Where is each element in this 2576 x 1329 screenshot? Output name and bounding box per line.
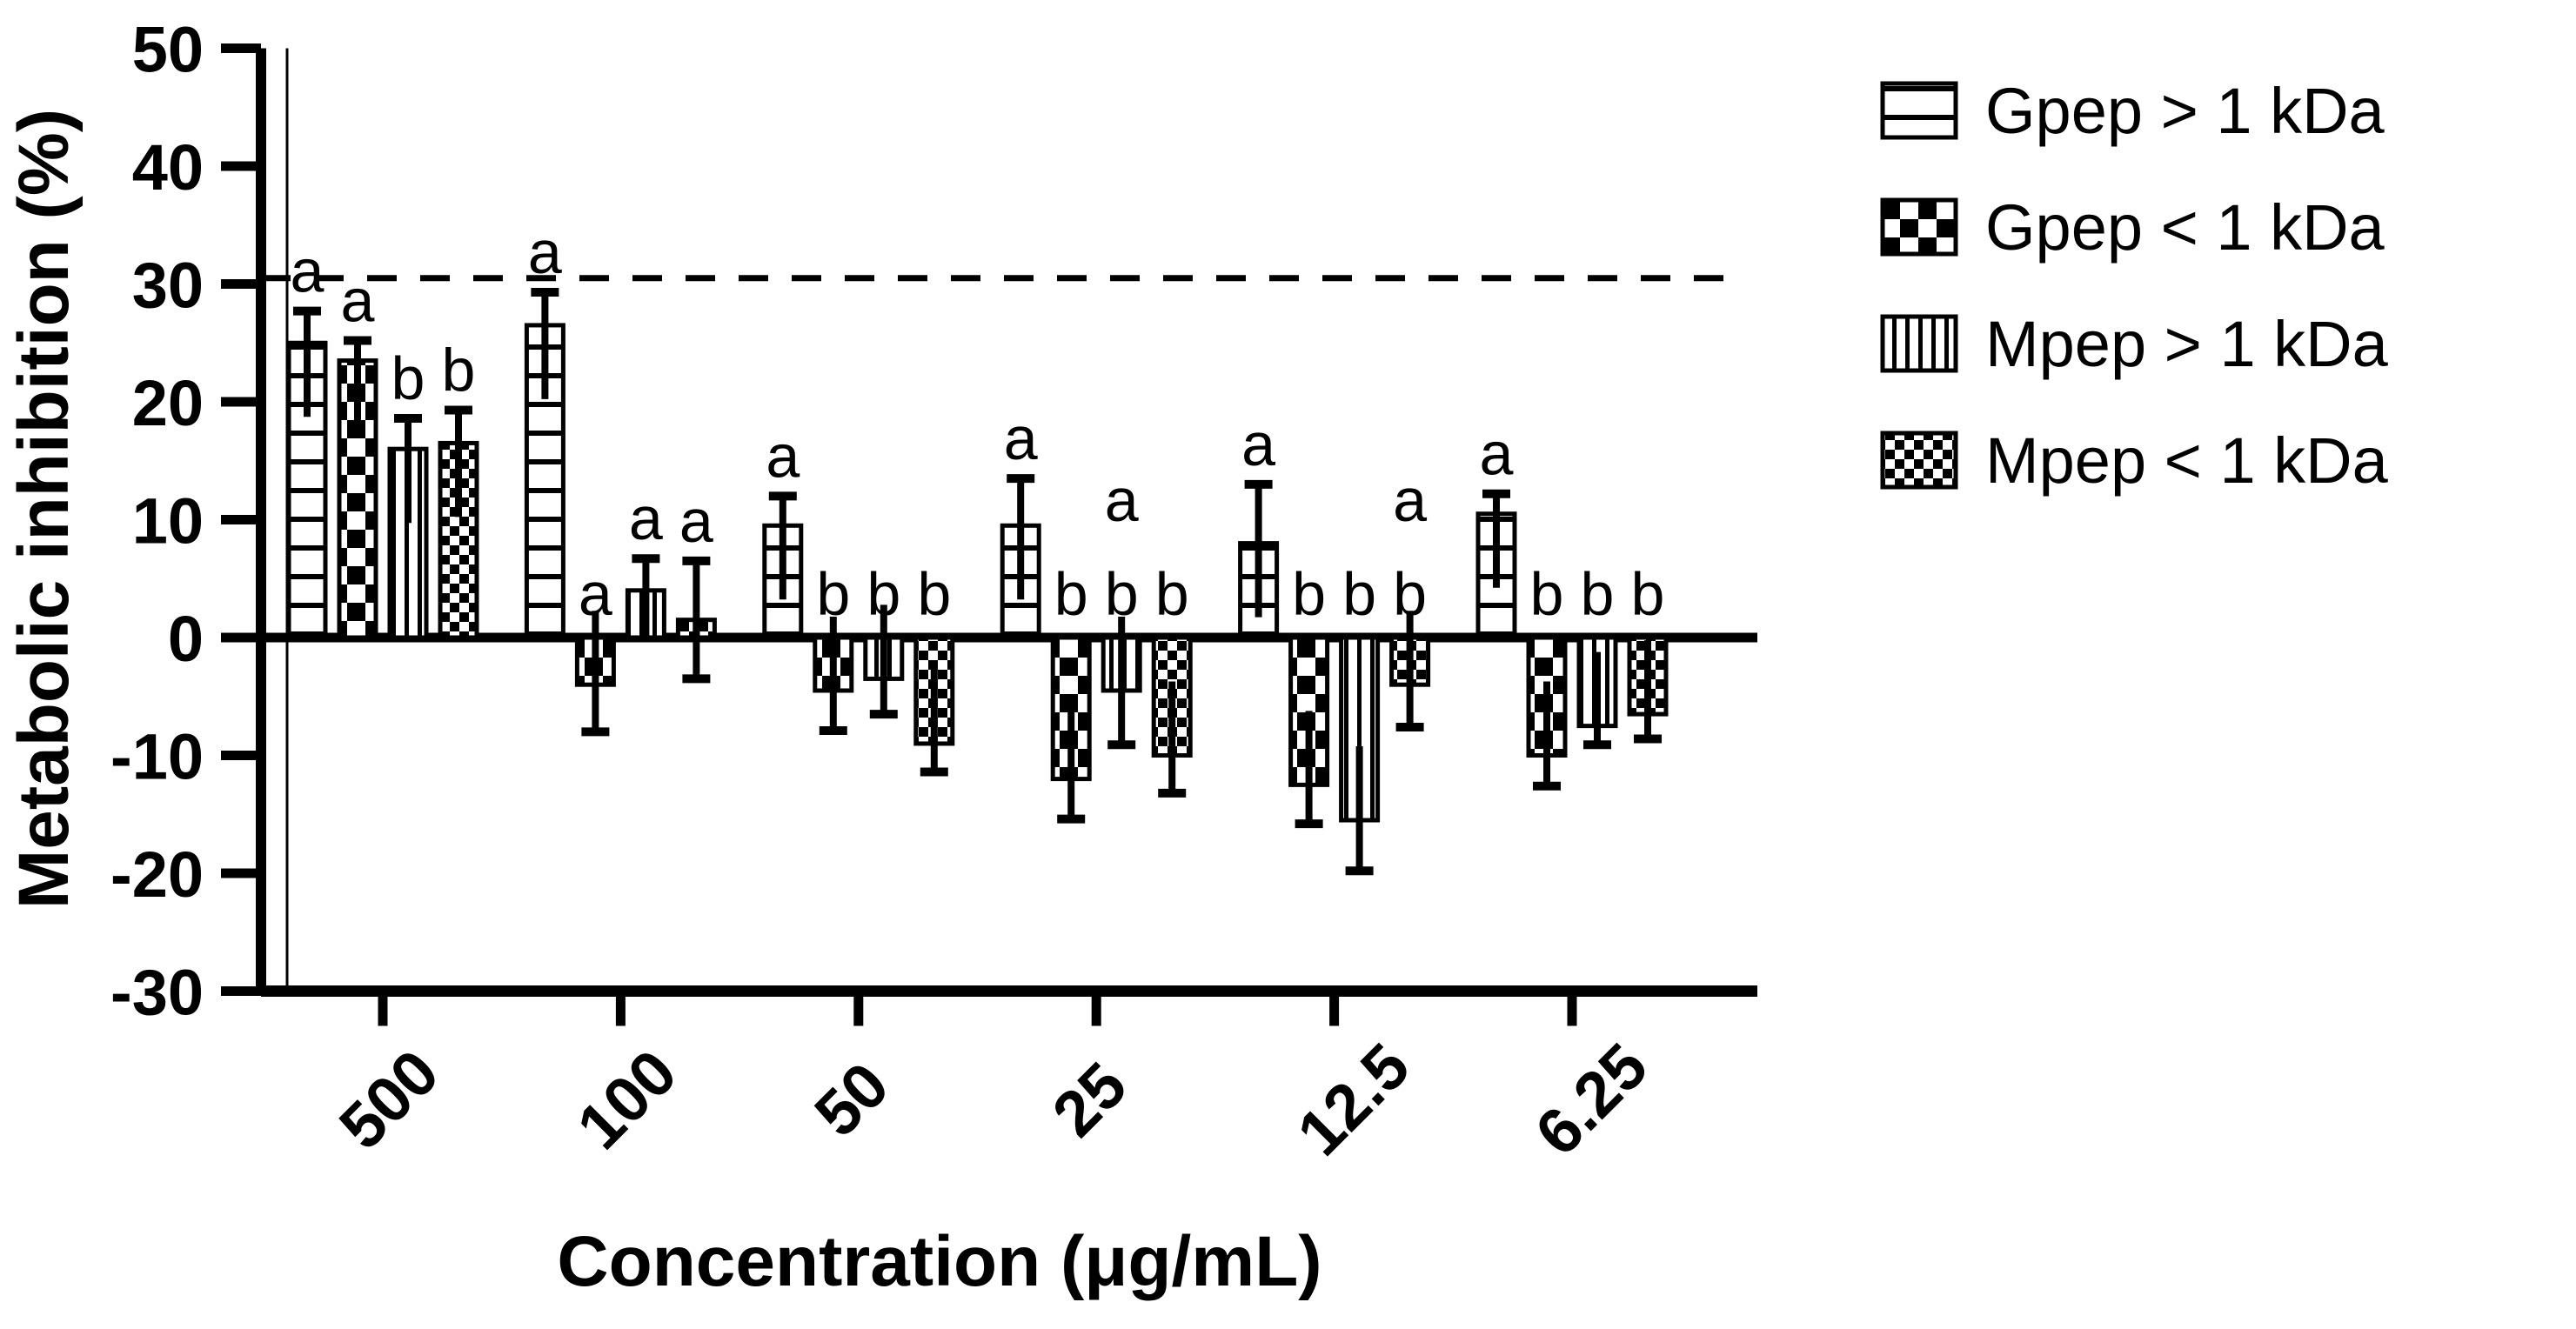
y-tick-label: -30 [110,957,204,1029]
legend-entry-2: Gpep < 1 kDa [1880,191,2385,264]
legend-swatch-checkerboard-fine-icon [1880,431,1958,490]
y-axis-title: Metabolic inhibition (%) [4,109,84,909]
significance-letter: a [1241,411,1275,478]
legend-swatch-checkerboard-large-icon [1880,197,1958,257]
significance-letter: b [442,336,476,404]
significance-letter: a [579,560,612,628]
y-tick-label: -10 [110,721,204,793]
significance-letter: b [866,560,900,628]
significance-letter: b [1393,560,1427,628]
y-tick-label: 20 [132,367,204,439]
significance-letter: b [391,344,425,412]
legend-entry-3: Mpep > 1 kDa [1880,308,2389,380]
significance-letter: a [679,487,713,555]
significance-letter: a [1393,466,1427,534]
legend-swatch-horizontal-stripes-icon [1880,81,1958,140]
y-tick-label: -20 [110,838,204,911]
significance-letter: b [1581,560,1615,628]
y-tick-label: 50 [132,14,204,86]
significance-letter: a [1480,420,1514,488]
significance-letter: b [1054,560,1088,628]
significance-letter: b [1631,560,1665,628]
significance-letter: b [1530,560,1564,628]
significance-letter: b [1292,560,1326,628]
legend-entry-4: Mpep < 1 kDa [1880,424,2389,497]
legend-label: Gpep > 1 kDa [1985,75,2385,147]
significance-letter: a [291,237,325,305]
legend-swatch-vertical-stripes-icon [1880,314,1958,373]
legend-label: Mpep < 1 kDa [1985,424,2389,497]
y-tick-label: 40 [132,131,204,204]
y-tick-label: 0 [168,603,204,675]
significance-letter: a [1004,404,1038,472]
significance-letter: b [816,560,850,628]
legend-label: Gpep < 1 kDa [1985,191,2385,264]
y-tick-label: 10 [132,485,204,558]
legend-label: Mpep > 1 kDa [1985,308,2389,380]
significance-letter: b [917,560,951,628]
significance-letter: b [1105,560,1139,628]
significance-letter: a [1105,466,1139,534]
legend: Gpep > 1 kDa Gpep < 1 kDa Mpep > 1 kDa Mpep… [1880,75,2389,497]
significance-letter: a [629,484,663,552]
significance-letter: a [341,267,375,335]
y-tick-label: 30 [132,250,204,322]
significance-letter: b [1342,560,1376,628]
x-axis-title: Concentration (μg/mL) [557,1222,1321,1301]
significance-letter: b [1155,560,1189,628]
legend-entry-1: Gpep > 1 kDa [1880,75,2385,147]
significance-letter: a [528,218,562,286]
significance-letter: a [766,422,800,490]
